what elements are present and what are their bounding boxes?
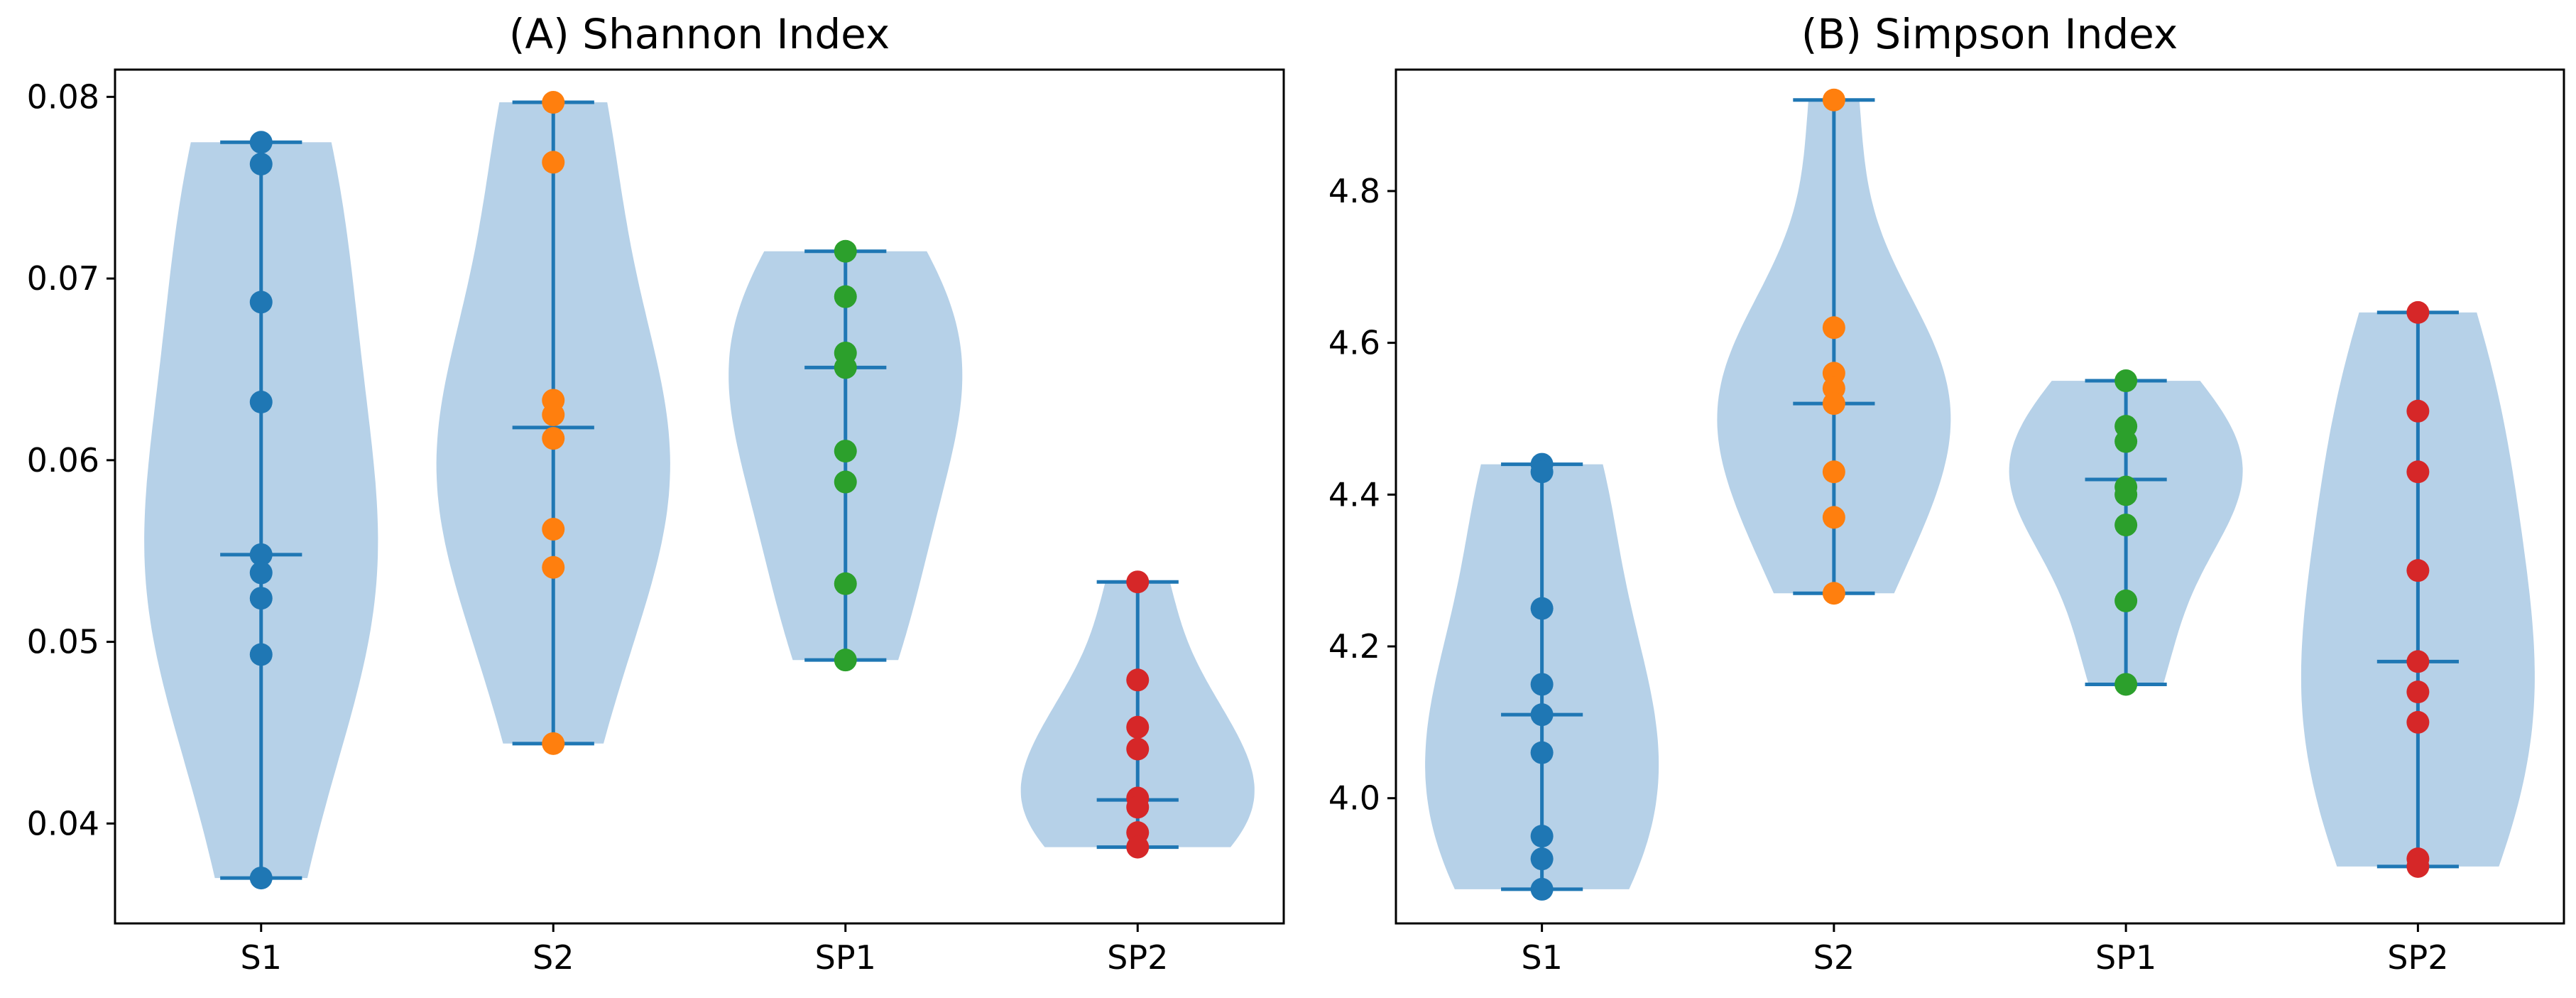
data-point-sp2-6: [2406, 680, 2430, 704]
panel-shannon: (A) Shannon Index 0.04 0.05 0.06 0.07 0.08 S1…: [27, 10, 1285, 977]
data-point-sp2-3: [1126, 715, 1150, 739]
data-point-s1-5: [1530, 703, 1554, 727]
data-point-sp2-8: [1126, 835, 1150, 859]
data-point-s1-9: [249, 867, 273, 890]
data-point-s1-8: [249, 643, 273, 666]
data-point-s2-8: [542, 732, 565, 755]
data-point-sp2-5: [2406, 650, 2430, 673]
data-point-s1-2: [1530, 460, 1554, 484]
chart-title-simpson: (B) Simpson Index: [1801, 10, 2178, 58]
data-point-sp2-3: [2406, 460, 2430, 484]
data-point-sp1-4: [834, 356, 857, 379]
y-tick-label: 0.06: [27, 441, 99, 479]
data-point-sp2-4: [2406, 559, 2430, 582]
data-point-sp1-5: [834, 440, 857, 463]
data-point-s2-6: [542, 518, 565, 541]
x-tick-label: SP1: [815, 938, 876, 977]
data-point-s1-4: [249, 391, 273, 414]
data-point-s1-5: [249, 543, 273, 566]
data-point-s2-1: [542, 91, 565, 114]
data-point-sp1-8: [834, 649, 857, 672]
data-point-sp1-3: [2114, 430, 2138, 453]
x-tick-label: S2: [1813, 938, 1855, 977]
data-point-s1-3: [1530, 597, 1554, 620]
data-point-s2-4: [542, 403, 565, 426]
data-point-s1-1: [249, 131, 273, 154]
data-point-s1-9: [1530, 877, 1554, 901]
plot-frame: [114, 68, 1285, 925]
data-point-sp2-2: [1126, 668, 1150, 692]
data-point-sp1-1: [2114, 369, 2138, 393]
data-point-sp1-6: [834, 470, 857, 494]
data-point-s1-8: [1530, 847, 1554, 871]
y-tick-label: 0.08: [27, 77, 99, 116]
data-point-s2-2: [1822, 316, 1845, 340]
x-tick-label: SP1: [2095, 938, 2156, 977]
y-tick-label: 4.4: [1328, 475, 1380, 514]
data-point-sp1-7: [834, 572, 857, 595]
data-point-s1-6: [249, 561, 273, 585]
y-tick-label: 4.8: [1328, 172, 1380, 210]
x-tick-label: SP2: [1107, 938, 1168, 977]
y-tick-label: 0.05: [27, 623, 99, 661]
y-tick-label: 4.2: [1328, 627, 1380, 666]
data-point-s2-5: [542, 427, 565, 450]
data-point-s2-7: [1822, 506, 1845, 529]
data-point-sp1-7: [2114, 589, 2138, 612]
data-point-s2-5: [1822, 392, 1845, 416]
y-tick-label: 4.6: [1328, 324, 1380, 362]
data-point-s1-2: [249, 152, 273, 175]
data-point-s2-2: [542, 151, 565, 174]
data-point-sp2-1: [1126, 570, 1150, 594]
data-point-s1-4: [1530, 673, 1554, 696]
panel-simpson: (B) Simpson Index 4.0 4.2 4.4 4.6 4.8 S1 S2 SP1…: [1328, 10, 2565, 977]
data-point-sp1-6: [2114, 514, 2138, 537]
data-point-sp2-9: [2406, 855, 2430, 878]
data-point-s2-7: [542, 555, 565, 579]
data-point-s1-7: [1530, 825, 1554, 848]
y-tick-label: 0.04: [27, 804, 99, 842]
data-point-s2-8: [1822, 582, 1845, 605]
x-tick-label: SP2: [2387, 938, 2448, 977]
y-tick-label: 0.07: [27, 259, 99, 298]
data-point-s1-6: [1530, 741, 1554, 764]
data-point-sp1-1: [834, 239, 857, 263]
data-point-sp2-1: [2406, 300, 2430, 324]
y-tick-label: 4.0: [1328, 779, 1380, 818]
data-point-sp2-2: [2406, 399, 2430, 423]
data-point-sp1-2: [834, 285, 857, 308]
x-tick-label: S1: [1521, 938, 1562, 977]
x-tick-label: S1: [241, 938, 282, 977]
data-point-sp1-8: [2114, 673, 2138, 696]
x-tick-label: S2: [533, 938, 574, 977]
data-point-s2-1: [1822, 88, 1845, 112]
data-point-sp1-5: [2114, 483, 2138, 506]
chart-title-shannon: (A) Shannon Index: [509, 10, 890, 58]
data-point-s1-3: [249, 291, 273, 314]
data-point-s1-7: [249, 587, 273, 610]
data-point-sp2-6: [1126, 796, 1150, 819]
plot-frame: [1395, 68, 2565, 925]
data-point-s2-6: [1822, 460, 1845, 484]
data-point-sp2-4: [1126, 737, 1150, 761]
data-point-sp2-7: [2406, 710, 2430, 734]
